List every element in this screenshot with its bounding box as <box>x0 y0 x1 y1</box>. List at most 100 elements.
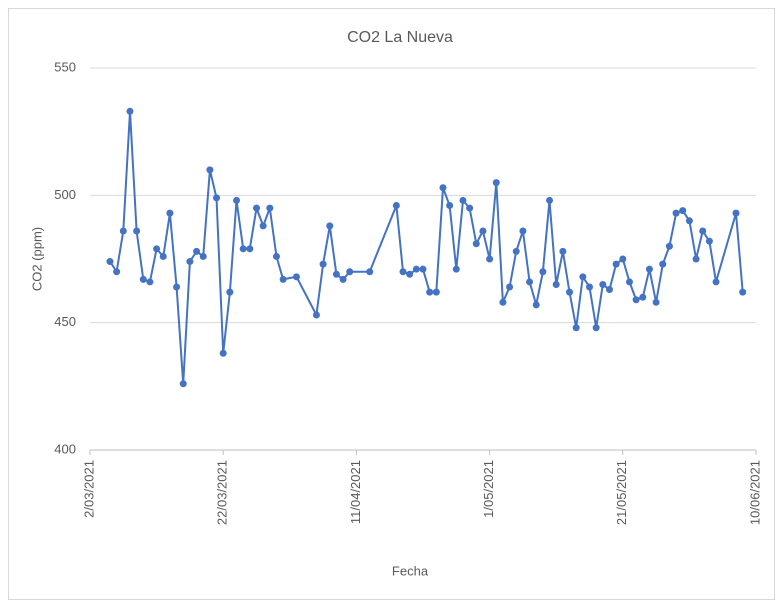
data-point <box>619 255 627 263</box>
data-point <box>665 242 673 250</box>
data-point <box>499 298 507 306</box>
data-point <box>472 240 480 248</box>
data-point <box>206 166 214 174</box>
x-axis-label: Fecha <box>392 563 429 578</box>
data-point <box>546 196 554 204</box>
data-point <box>586 283 593 291</box>
data-point <box>645 265 653 273</box>
data-point <box>253 204 260 212</box>
data-point <box>159 252 167 260</box>
x-tick-label: 22/03/2021 <box>215 460 230 525</box>
data-point <box>292 273 300 281</box>
data-point <box>406 270 414 278</box>
data-point <box>479 227 487 235</box>
data-point <box>266 204 274 212</box>
y-tick-label: 450 <box>54 314 76 329</box>
data-point <box>173 283 181 291</box>
data-point <box>599 280 607 288</box>
data-point <box>219 349 227 357</box>
data-point <box>705 237 713 245</box>
data-point <box>512 247 520 255</box>
data-point <box>146 278 154 286</box>
data-point <box>452 265 460 273</box>
data-point <box>439 184 447 192</box>
data-point <box>239 245 247 253</box>
data-point <box>319 260 327 268</box>
data-point <box>712 278 720 286</box>
data-point <box>659 260 667 268</box>
data-point <box>119 227 127 235</box>
data-point <box>519 227 527 235</box>
data-point <box>446 202 454 210</box>
data-point <box>179 380 187 388</box>
data-point <box>732 209 740 217</box>
data-point <box>579 273 587 281</box>
y-tick-label: 500 <box>54 187 76 202</box>
data-point <box>193 247 201 255</box>
data-point <box>213 194 221 202</box>
data-point <box>612 260 620 268</box>
data-point <box>399 268 407 276</box>
data-point <box>639 293 647 301</box>
data-point <box>552 280 560 288</box>
data-point <box>326 222 334 230</box>
data-point <box>459 196 467 204</box>
data-point <box>592 324 600 332</box>
data-point <box>559 247 567 255</box>
data-point <box>166 209 174 217</box>
data-point <box>426 288 434 296</box>
data-point <box>412 265 420 273</box>
data-point <box>699 227 707 235</box>
data-point <box>279 275 287 283</box>
data-point <box>539 268 547 276</box>
data-point <box>432 288 440 296</box>
data-point <box>233 196 241 204</box>
x-tick-label: 2/03/2021 <box>81 460 96 518</box>
data-point <box>685 217 693 225</box>
data-point <box>226 288 234 296</box>
data-point <box>139 275 147 283</box>
data-point <box>366 268 374 276</box>
data-point <box>153 245 161 253</box>
data-point <box>272 252 280 260</box>
data-point <box>486 255 494 263</box>
y-tick-label: 550 <box>54 59 76 74</box>
data-point <box>492 179 500 187</box>
data-point <box>572 324 580 332</box>
data-point <box>126 107 134 115</box>
data-point <box>346 268 354 276</box>
data-point <box>339 275 347 283</box>
data-point <box>566 288 574 296</box>
data-point <box>605 286 613 294</box>
data-point <box>113 268 121 276</box>
y-tick-label: 400 <box>54 441 76 456</box>
data-point <box>312 311 320 319</box>
data-point <box>106 258 114 266</box>
x-tick-label: 21/05/2021 <box>614 460 629 525</box>
data-point <box>466 204 474 212</box>
data-point <box>692 255 700 263</box>
data-point <box>532 301 540 309</box>
data-point <box>246 245 254 253</box>
data-point <box>199 252 207 260</box>
x-tick-label: 10/06/2021 <box>747 460 762 525</box>
data-point <box>679 207 687 215</box>
data-point <box>506 283 514 291</box>
chart-frame <box>8 8 775 600</box>
data-point <box>526 278 534 286</box>
x-tick-label: 11/04/2021 <box>348 460 363 524</box>
y-axis-label: CO2 (ppm) <box>29 227 44 291</box>
data-point <box>392 202 400 210</box>
data-point <box>625 278 633 286</box>
x-tick-label: 1/05/2021 <box>481 460 496 518</box>
data-point <box>652 298 660 306</box>
data-point <box>133 227 141 235</box>
data-point <box>739 288 747 296</box>
data-point <box>419 265 427 273</box>
chart-title: CO2 La Nueva <box>347 29 453 46</box>
data-point <box>332 270 340 278</box>
data-point <box>632 296 640 304</box>
data-point <box>186 258 194 266</box>
